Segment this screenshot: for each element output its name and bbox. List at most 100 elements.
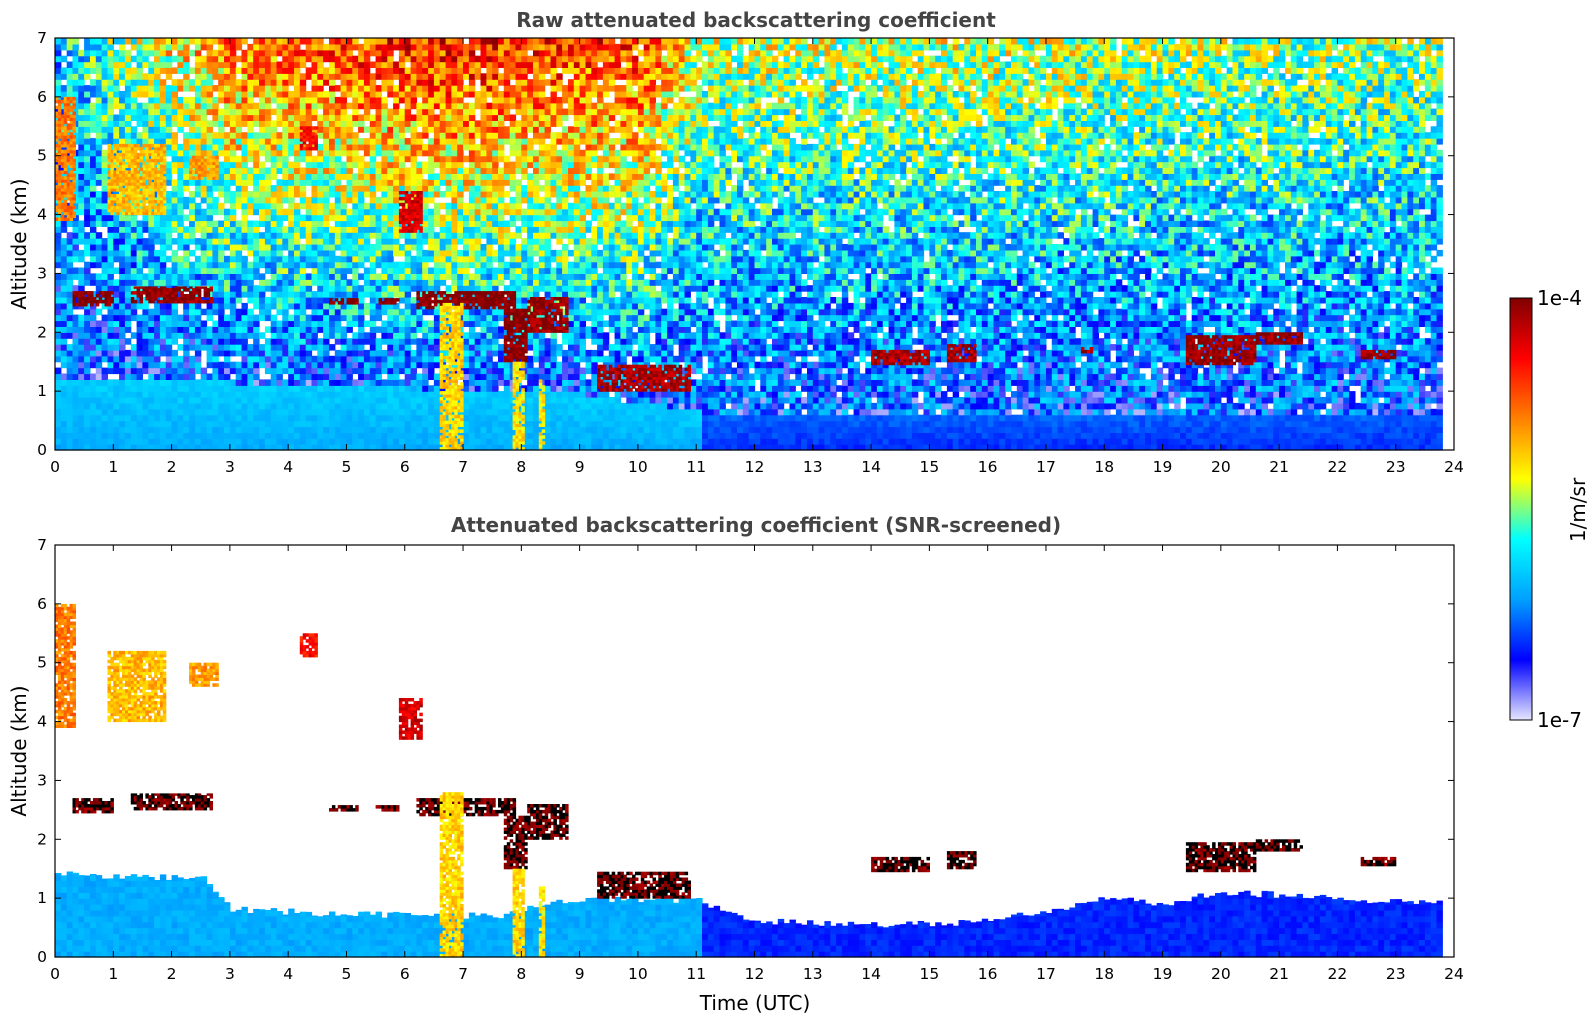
backscatter-cell [334, 202, 342, 210]
backscatter-cell [346, 232, 353, 239]
backscatter-cell [253, 179, 260, 186]
backscatter-cell [416, 432, 423, 439]
backscatter-cell [317, 49, 324, 57]
backscatter-cell [317, 261, 324, 269]
backscatter-cell [241, 379, 248, 386]
backscatter-cell [404, 244, 412, 251]
backscatter-cell [194, 143, 202, 151]
backscatter-cell [78, 85, 85, 92]
backscatter-cell [428, 226, 435, 233]
backscatter-cell [311, 85, 318, 92]
backscatter-cell [369, 208, 377, 216]
backscatter-cell [212, 408, 219, 416]
backscatter-cell [288, 120, 295, 127]
backscatter-cell [422, 226, 429, 233]
backscatter-cell [369, 85, 377, 92]
backscatter-cell [189, 85, 196, 92]
backscatter-cell [183, 96, 190, 104]
backscatter-cell [346, 191, 353, 198]
backscatter-cell [428, 238, 435, 245]
backscatter-cell [457, 49, 464, 57]
backscatter-cell [352, 161, 359, 169]
backscatter-cell [363, 49, 371, 57]
backscatter-cell [340, 185, 347, 192]
backscatter-cell [165, 85, 173, 92]
backscatter-cell [194, 432, 202, 439]
backscatter-cell [124, 397, 132, 404]
backscatter-cell [305, 214, 313, 222]
backscatter-cell [311, 238, 318, 245]
backscatter-cell [224, 73, 231, 80]
backscatter-cell [288, 96, 295, 104]
backscatter-cell [55, 43, 62, 51]
backscatter-cell [276, 155, 283, 163]
backscatter-cell [340, 308, 347, 316]
backscatter-cell [212, 255, 219, 263]
backscatter-cell [200, 438, 208, 445]
backscatter-cell [305, 49, 313, 57]
backscatter-cell [154, 102, 161, 110]
backscatter-cell [78, 191, 85, 198]
backscatter-cell [369, 226, 377, 233]
backscatter-cell [119, 73, 126, 80]
backscatter-cell [340, 244, 347, 251]
backscatter-cell [323, 196, 330, 204]
backscatter-cell [200, 85, 208, 92]
backscatter-cell [95, 373, 103, 380]
backscatter-cell [119, 379, 126, 386]
backscatter-cell [107, 38, 114, 45]
backscatter-cell [480, 73, 487, 80]
backscatter-cell [270, 73, 278, 80]
backscatter-cell [480, 226, 487, 233]
backscatter-cell [224, 361, 231, 369]
backscatter-cell [66, 414, 74, 422]
backscatter-cell [90, 326, 97, 333]
backscatter-cell [84, 402, 91, 410]
backscatter-cell [78, 344, 85, 351]
backscatter-cell [410, 185, 417, 192]
backscatter-cell [154, 338, 161, 345]
backscatter-cell [124, 244, 132, 251]
backscatter-cell [498, 349, 505, 357]
backscatter-cell [299, 91, 307, 98]
backscatter-cell [95, 385, 103, 392]
backscatter-cell [428, 43, 435, 51]
backscatter-cell [439, 91, 447, 98]
backscatter-cell [410, 132, 417, 139]
backscatter-cell [480, 232, 487, 239]
backscatter-cell [457, 126, 464, 133]
backscatter-cell [253, 220, 260, 227]
backscatter-cell [189, 332, 196, 339]
backscatter-cell [288, 338, 295, 345]
backscatter-cell [492, 149, 499, 157]
backscatter-cell [224, 96, 231, 104]
backscatter-cell [107, 67, 114, 74]
backscatter-cell [311, 444, 318, 451]
backscatter-cell [200, 308, 208, 316]
backscatter-cell [352, 138, 359, 145]
backscatter-cell [346, 338, 353, 345]
backscatter-cell [410, 161, 417, 169]
backscatter-cell [107, 397, 114, 404]
backscatter-cell [428, 196, 435, 204]
backscatter-cell [247, 373, 254, 380]
backscatter-cell [398, 391, 406, 398]
backscatter-cell [247, 397, 254, 404]
backscatter-cell [165, 344, 173, 351]
backscatter-cell [381, 120, 388, 127]
backscatter-cell [107, 132, 114, 139]
backscatter-cell [282, 108, 289, 116]
backscatter-cell [445, 102, 452, 110]
backscatter-cell [334, 432, 342, 439]
backscatter-cell [113, 102, 120, 110]
backscatter-cell [72, 314, 79, 322]
backscatter-cell [410, 361, 417, 369]
backscatter-cell [247, 426, 254, 433]
backscatter-cell [422, 232, 429, 239]
backscatter-cell [107, 55, 114, 63]
backscatter-cell [334, 155, 342, 163]
backscatter-cell [113, 391, 120, 398]
backscatter-cell [171, 155, 178, 163]
backscatter-cell [177, 408, 184, 416]
backscatter-cell [154, 426, 161, 433]
